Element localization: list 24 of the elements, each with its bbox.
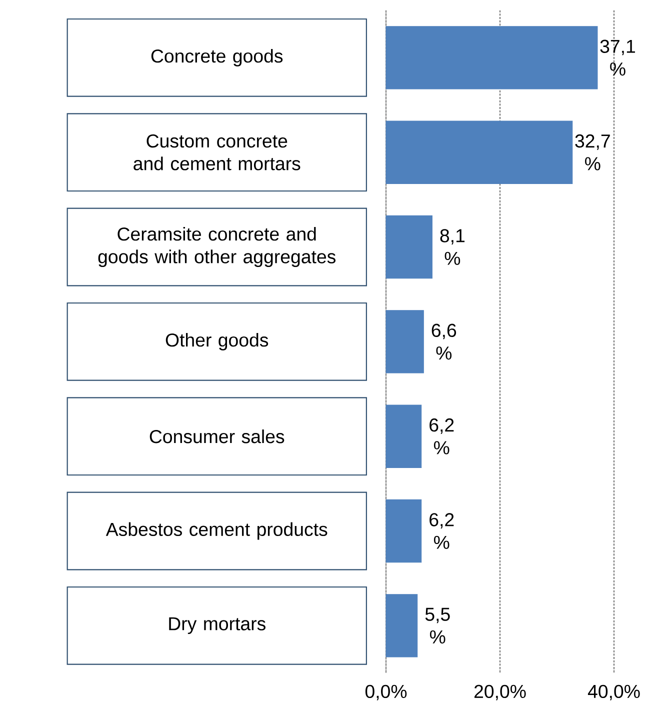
x-tick-label: 20,0% (474, 684, 526, 700)
y-tick-label: Dry mortars (169, 617, 266, 634)
y-tick-label: Concrete goods (151, 48, 283, 66)
bar (386, 310, 424, 374)
bar (386, 120, 573, 184)
data-label: 6,2 % (430, 513, 454, 549)
y-tick-label: Ceramsite concrete and goods with other aggregates (98, 226, 336, 268)
bar (386, 594, 418, 658)
x-tick-label: 40,0% (588, 684, 640, 700)
data-label: 37,1 % (600, 40, 635, 76)
data-label: 8,1 % (440, 229, 465, 265)
bar (386, 499, 422, 563)
y-tick-label: Other goods (166, 332, 268, 350)
x-tick-label: 0,0% (365, 684, 407, 700)
bar (386, 404, 422, 468)
y-tick-label: Custom concrete and cement mortars (134, 134, 300, 170)
bar (386, 26, 598, 90)
data-label: 5,5 % (425, 608, 450, 644)
bar (386, 215, 432, 279)
data-label: 6,6 % (432, 324, 456, 360)
y-tick-label: Consumer sales (150, 429, 284, 444)
y-tick-label: Asbestos cement products (106, 522, 328, 540)
data-label: 32,7 % (575, 134, 610, 170)
data-label: 6,2 % (430, 418, 454, 454)
